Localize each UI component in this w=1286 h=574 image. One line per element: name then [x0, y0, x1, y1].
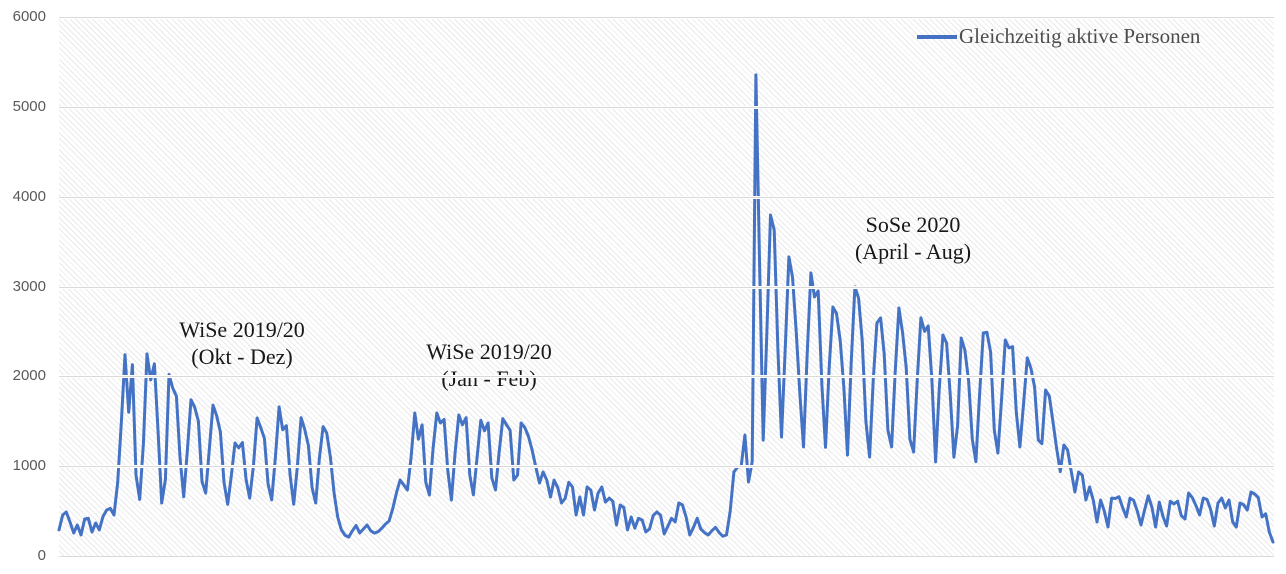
- y-tick-label[interactable]: 2000: [12, 367, 46, 385]
- gridline: [59, 196, 1274, 198]
- y-tick-label[interactable]: 6000: [12, 8, 46, 25]
- y-tick-label[interactable]: 4000: [12, 187, 46, 205]
- series-polyline[interactable]: [57, 73, 1275, 544]
- y-tick-label[interactable]: 5000: [12, 97, 46, 115]
- annotation-line: (April - Aug): [854, 239, 972, 264]
- gridline: [59, 17, 1274, 18]
- y-tick-label[interactable]: 0: [37, 547, 46, 564]
- y-axis[interactable]: 0 1000 2000 3000 4000 5000 6000: [0, 0, 46, 574]
- annotation-wise-jan-feb[interactable]: WiSe 2019/20 (Jan - Feb): [426, 338, 552, 392]
- annotation-line: (Jan - Feb): [441, 366, 537, 391]
- gridline: [59, 466, 1274, 468]
- gridline: [59, 286, 1274, 288]
- annotation-line: WiSe 2019/20: [426, 339, 552, 364]
- annotation-wise-okt-dez[interactable]: WiSe 2019/20 (Okt - Dez): [179, 316, 305, 370]
- legend[interactable]: Gleichzeitig aktive Personen: [917, 24, 1200, 49]
- annotation-line: (Okt - Dez): [191, 344, 293, 369]
- series-line[interactable]: [57, 17, 1275, 556]
- legend-label: Gleichzeitig aktive Personen: [959, 24, 1201, 48]
- annotation-sose-2020[interactable]: SoSe 2020 (April - Aug): [855, 211, 971, 265]
- annotation-line: SoSe 2020: [865, 212, 961, 237]
- annotation-line: WiSe 2019/20: [179, 317, 305, 342]
- gridline: [59, 106, 1274, 108]
- gridline: [59, 376, 1274, 378]
- y-tick-label[interactable]: 3000: [12, 277, 46, 295]
- legend-line-sample-icon: [917, 34, 957, 39]
- plot-area[interactable]: WiSe 2019/20 (Okt - Dez) WiSe 2019/20 (J…: [57, 17, 1275, 557]
- y-tick-label[interactable]: 1000: [12, 457, 46, 475]
